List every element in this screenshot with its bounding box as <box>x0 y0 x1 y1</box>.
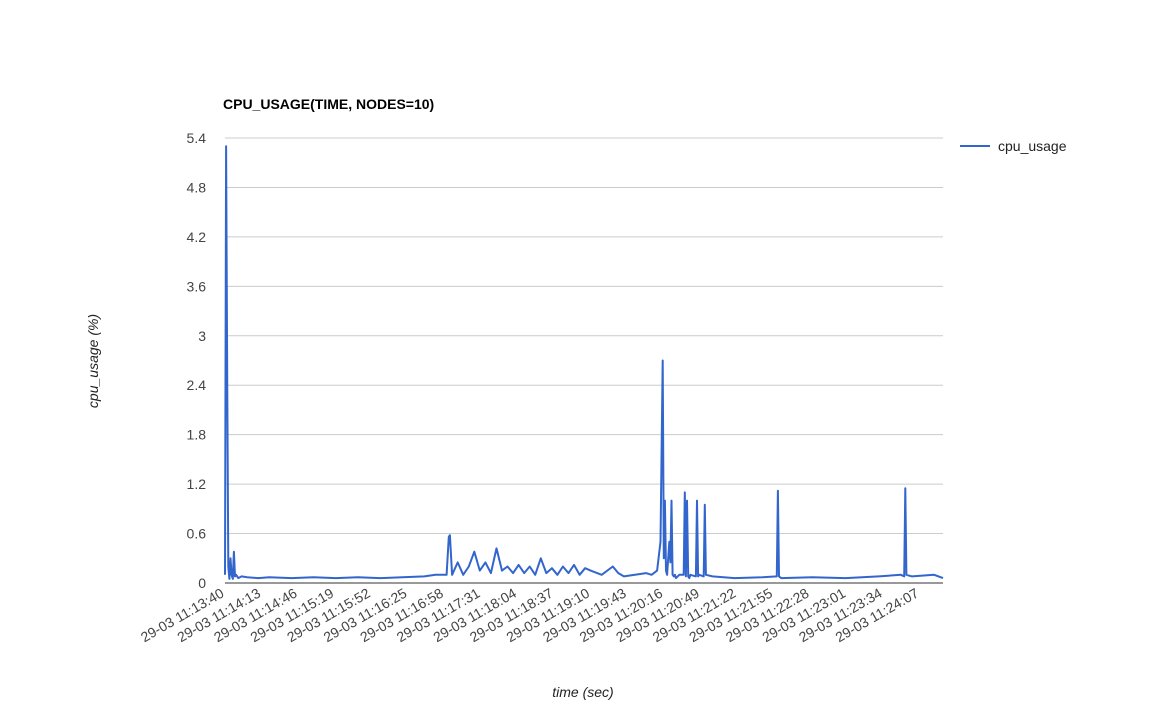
legend: cpu_usage <box>960 138 1067 154</box>
y-tick-label: 0.6 <box>187 526 207 542</box>
y-tick-label: 4.2 <box>187 229 207 245</box>
y-tick-label: 5.4 <box>187 130 207 146</box>
series-layer <box>224 145 944 580</box>
y-tick-label: 3.6 <box>187 278 207 294</box>
legend-label-cpu-usage: cpu_usage <box>998 138 1067 154</box>
y-axis-ticks: 0 0.6 1.2 1.8 2.4 3 3.6 4.2 4.8 5.4 <box>187 130 207 591</box>
x-axis-title: time (sec) <box>552 684 613 700</box>
y-tick-label: 3 <box>198 328 206 344</box>
series-line-cpu-usage <box>224 145 944 580</box>
chart-title: CPU_USAGE(TIME, NODES=10) <box>223 96 434 112</box>
y-tick-label: 4.8 <box>187 179 207 195</box>
grid-lines <box>225 137 943 535</box>
y-axis-title: cpu_usage (%) <box>85 314 101 408</box>
y-tick-label: 1.2 <box>187 476 207 492</box>
y-tick-label: 2.4 <box>187 377 207 393</box>
y-tick-label: 0 <box>198 575 206 591</box>
y-tick-label: 1.8 <box>187 427 207 443</box>
